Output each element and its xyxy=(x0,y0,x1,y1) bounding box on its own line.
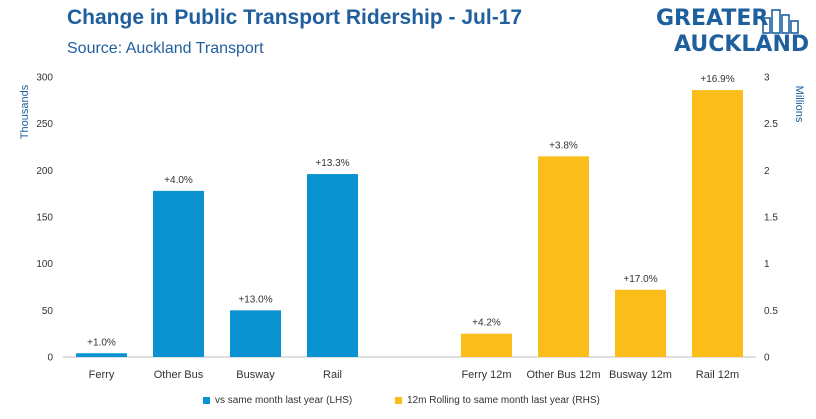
y-right-tick-label: 0.5 xyxy=(764,306,778,317)
data-label: +4.2% xyxy=(472,318,501,329)
legend-swatch-rhs xyxy=(395,397,402,404)
x-category-label: Rail xyxy=(323,369,342,381)
data-label: +4.0% xyxy=(164,175,193,186)
data-label: +3.8% xyxy=(549,140,578,151)
chart-title: Change in Public Transport Ridership - J… xyxy=(67,6,523,29)
bar-1-4 xyxy=(461,333,512,357)
y-left-tick-label: 0 xyxy=(47,353,53,364)
x-category-label: Ferry xyxy=(89,369,115,381)
bar-1-6 xyxy=(615,289,666,357)
y-right-tick-label: 1 xyxy=(764,259,770,270)
legend-label-rhs: 12m Rolling to same month last year (RHS… xyxy=(407,395,600,406)
y-left-tick-label: 200 xyxy=(36,166,53,177)
chart-legend: vs same month last year (LHS) 12m Rollin… xyxy=(0,395,816,409)
x-category-label: Ferry 12m xyxy=(461,369,511,381)
x-category-label: Rail 12m xyxy=(696,369,739,381)
chart-subtitle: Source: Auckland Transport xyxy=(67,40,264,57)
logo-word-auckland: AUCKLAND xyxy=(674,32,810,57)
logo-word-greater: GREATER xyxy=(656,6,769,31)
y-left-axis-title: Thousands xyxy=(19,84,31,139)
data-label: +17.0% xyxy=(623,274,657,285)
bar-0-3 xyxy=(307,174,358,357)
x-category-label: Other Bus 12m xyxy=(527,369,601,381)
data-label: +16.9% xyxy=(700,74,734,85)
y-left-tick-label: 250 xyxy=(36,119,53,130)
legend-item-lhs: vs same month last year (LHS) xyxy=(203,395,352,406)
y-left-tick-label: 150 xyxy=(36,213,53,224)
bar-1-7 xyxy=(692,90,743,358)
x-category-label: Other Bus xyxy=(154,369,204,381)
bar-0-0 xyxy=(76,353,127,357)
x-category-label: Busway 12m xyxy=(609,369,672,381)
y-right-tick-label: 2 xyxy=(764,166,770,177)
y-left-tick-label: 100 xyxy=(36,259,53,270)
legend-label-lhs: vs same month last year (LHS) xyxy=(215,395,353,406)
y-right-tick-label: 2.5 xyxy=(764,119,778,130)
greater-auckland-logo: GREATER AUCKLAND xyxy=(656,6,810,60)
y-right-tick-label: 1.5 xyxy=(764,213,778,224)
data-label: +1.0% xyxy=(87,337,116,348)
legend-item-rhs: 12m Rolling to same month last year (RHS… xyxy=(395,395,600,406)
city-skyline-icon xyxy=(762,9,799,34)
x-category-label: Busway xyxy=(236,369,275,381)
y-left-tick-label: 50 xyxy=(42,306,54,317)
legend-swatch-lhs xyxy=(203,397,210,404)
y-left-tick-label: 300 xyxy=(36,73,53,84)
y-right-axis-title: Millions xyxy=(793,86,805,123)
bar-0-2 xyxy=(230,310,281,357)
y-right-tick-label: 3 xyxy=(764,73,770,84)
data-label: +13.0% xyxy=(238,294,272,305)
bar-1-5 xyxy=(538,156,589,357)
data-label: +13.3% xyxy=(315,158,349,169)
bar-0-1 xyxy=(153,190,204,357)
y-right-tick-label: 0 xyxy=(764,353,770,364)
